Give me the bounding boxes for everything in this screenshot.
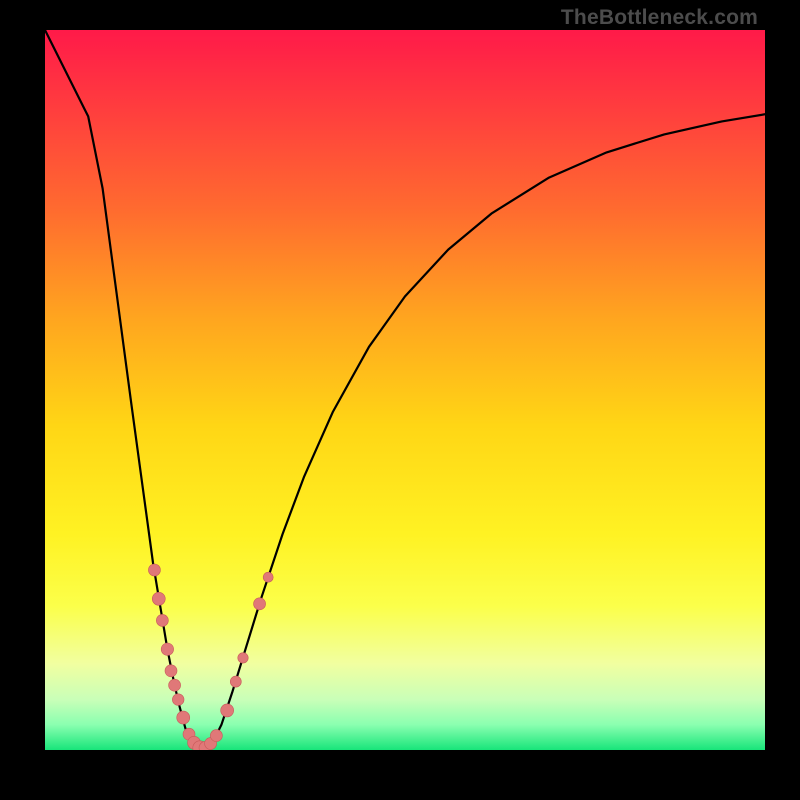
curve-marker	[169, 679, 181, 691]
curve-markers	[148, 564, 273, 750]
curve-marker	[156, 614, 168, 626]
bottleneck-curve	[45, 30, 765, 749]
curve-marker	[254, 598, 266, 610]
chart-frame: TheBottleneck.com	[0, 0, 800, 800]
curve-marker	[148, 564, 160, 576]
plot-area	[45, 30, 765, 750]
curve-marker	[263, 572, 273, 582]
curve-marker	[161, 643, 173, 655]
curve-marker	[165, 665, 177, 677]
curve-marker	[238, 653, 248, 663]
curve-marker	[177, 711, 190, 724]
curve-marker	[221, 704, 234, 717]
curve-marker	[210, 730, 222, 742]
curve-marker	[172, 694, 184, 706]
watermark-text: TheBottleneck.com	[561, 6, 758, 30]
curve-layer	[45, 30, 765, 750]
curve-marker	[152, 592, 165, 605]
curve-marker	[230, 676, 241, 687]
